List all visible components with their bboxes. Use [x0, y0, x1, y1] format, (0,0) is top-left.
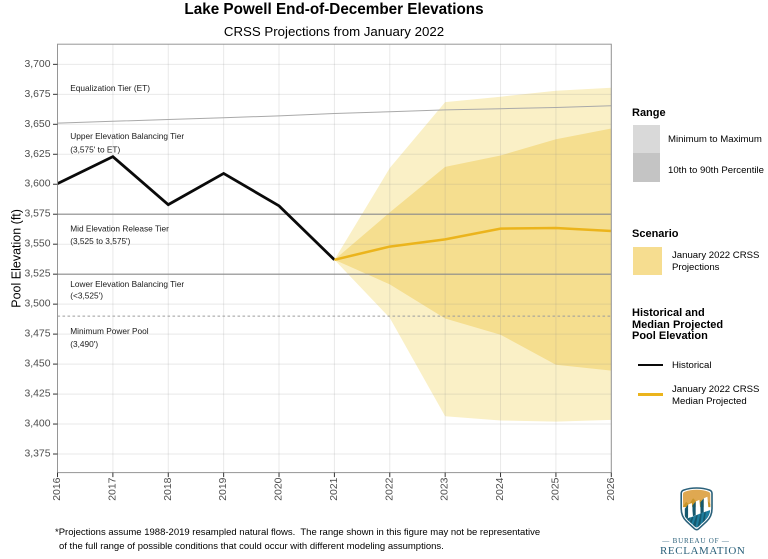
legend-lines-header-line1: Historical and: [632, 307, 705, 319]
y-tick-label: 3,400: [24, 419, 50, 430]
annotation: Minimum Power Pool: [70, 326, 149, 336]
legend-lines-header-line2: Median Projected: [632, 318, 724, 331]
legend-swatch-median: [638, 393, 663, 396]
y-tick-label: 3,450: [24, 359, 50, 370]
legend-label-min-max: Minimum to Maximum: [668, 133, 762, 145]
logo-tower-3: [703, 496, 709, 513]
y-tick-label: 3,650: [24, 119, 50, 130]
logo-bureau-of-text: — BUREAU OF —: [662, 537, 730, 545]
legend-label-median-line2: Median Projected: [672, 395, 747, 407]
y-tick-label: 3,550: [24, 239, 50, 250]
x-tick-label: 2019: [218, 477, 229, 500]
annotation: Upper Elevation Balancing Tier: [70, 131, 184, 141]
legend-label-10-90: 10th to 90th Percentile: [668, 165, 765, 176]
x-tick-label: 2016: [52, 477, 63, 500]
legend-swatch-10-90: [632, 153, 660, 182]
y-tick-label: 3,500: [24, 299, 50, 310]
chart-subtitle: CRSS Projections from January 2022: [223, 24, 445, 39]
legend-label-scenario: January 2022 CRSS Projections: [672, 250, 759, 273]
legend-swatch-historical: [638, 363, 663, 367]
x-tick-label: 2017: [107, 477, 118, 500]
x-tick-label: 2018: [163, 477, 174, 500]
annotation: Equalization Tier (ET): [70, 83, 150, 93]
x-tick-label: 2023: [440, 477, 451, 500]
x-tick-label: 2025: [550, 477, 561, 500]
legend-lines-header: Historical and Median Projected Pool Ele…: [632, 307, 724, 343]
legend-label-historical: Historical: [672, 359, 712, 371]
footnote-line2: of the full range of possible conditions…: [59, 541, 444, 552]
logo-shadow-1: [684, 504, 689, 520]
x-tick-label: 2022: [384, 477, 395, 500]
legend-scenario-header: Scenario: [632, 228, 679, 240]
annotation: (<3,525'): [70, 290, 103, 300]
chart-title: Lake Powell End-of-December Elevations: [184, 1, 484, 18]
y-tick-label: 3,675: [24, 89, 50, 100]
annotation: (3,490'): [70, 339, 98, 349]
legend-label-median: January 2022 CRSS Median Projected: [672, 384, 759, 407]
x-tick-label: 2026: [606, 477, 617, 500]
legend-swatch-scenario: [633, 246, 662, 275]
legend-label-median-line1: January 2022 CRSS: [672, 384, 760, 395]
logo-shadow-3: [700, 498, 704, 514]
annotation: Lower Elevation Balancing Tier: [70, 279, 184, 289]
historical-line: [56, 155, 336, 261]
p10-p90-band: [334, 128, 612, 371]
y-tick-label: 3,425: [24, 389, 50, 400]
logo-reclamation-text: RECLAMATION: [660, 545, 746, 557]
legend-lines-header-line3: Pool Elevation: [632, 330, 708, 343]
annotation: (3,525 to 3,575'): [70, 236, 130, 246]
bureau-of-reclamation-logo: — BUREAU OF — RECLAMATION: [660, 484, 746, 557]
logo-tower-2: [695, 499, 701, 516]
legend-label-scenario-line2: Projections: [672, 261, 720, 273]
legend-range-header: Range: [632, 107, 666, 119]
y-axis-title: Pool Elevation (ft): [10, 209, 24, 308]
y-tick-label: 3,625: [24, 149, 50, 160]
y-tick-label: 3,375: [24, 449, 50, 460]
logo-shield-outline: [680, 487, 713, 531]
legend-label-scenario-line1: January 2022 CRSS: [672, 250, 760, 261]
x-tick-label: 2020: [274, 477, 285, 500]
y-tick-label: 3,475: [24, 329, 50, 340]
annotation: Mid Elevation Release Tier: [70, 223, 169, 233]
logo-shadow-2: [692, 501, 696, 517]
footnote-line1: *Projections assume 1988-2019 resampled …: [55, 527, 541, 538]
equalization-tier-line: [57, 105, 612, 124]
y-tick-label: 3,575: [24, 209, 50, 220]
logo-tower-1: [688, 503, 693, 519]
y-tick-label: 3,700: [24, 59, 50, 70]
annotation: (3,575' to ET): [70, 145, 120, 155]
y-tick-label: 3,525: [24, 269, 50, 280]
y-tick-label: 3,600: [24, 179, 50, 190]
median-projected-line: [334, 226, 612, 261]
legend-swatch-min-max: [632, 124, 660, 153]
reclamation-shield-icon: [680, 487, 713, 531]
x-tick-label: 2024: [495, 477, 506, 500]
x-tick-label: 2021: [329, 477, 340, 500]
